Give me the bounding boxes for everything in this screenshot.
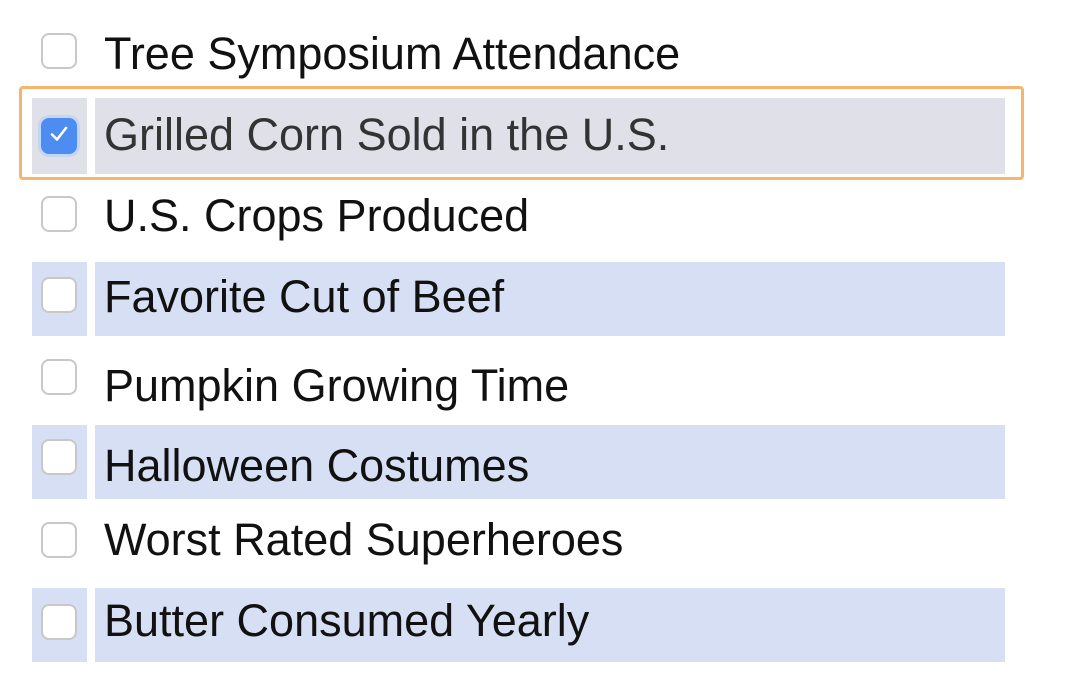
checkbox-cell [32, 505, 87, 577]
list-item-pumpkin-growing-time[interactable]: Pumpkin Growing Time [0, 345, 1066, 421]
label-cell: Tree Symposium Attendance [95, 20, 1005, 90]
list-item-favorite-cut-of-beef[interactable]: Favorite Cut of Beef [0, 262, 1066, 336]
checkbox-cell [32, 183, 87, 253]
list-item-grilled-corn-sold[interactable]: Grilled Corn Sold in the U.S. [0, 86, 1066, 180]
checkbox[interactable] [41, 33, 77, 69]
item-label[interactable]: Halloween Costumes [104, 440, 530, 491]
label-cell: Butter Consumed Yearly [95, 588, 1005, 662]
checkbox-cell [32, 20, 87, 90]
list-item-tree-symposium-attendance[interactable]: Tree Symposium Attendance [0, 20, 1066, 90]
label-cell: Halloween Costumes [95, 425, 1005, 499]
list-item-butter-consumed-yearly[interactable]: Butter Consumed Yearly [0, 588, 1066, 662]
item-label[interactable]: U.S. Crops Produced [104, 190, 530, 241]
checkbox-cell [32, 98, 87, 174]
label-cell: Favorite Cut of Beef [95, 262, 1005, 336]
item-label[interactable]: Favorite Cut of Beef [104, 271, 505, 322]
label-cell: Worst Rated Superheroes [95, 505, 1005, 577]
checkbox-cell [32, 588, 87, 662]
check-icon [50, 126, 68, 141]
checkbox-cell [32, 262, 87, 336]
list-item-halloween-costumes[interactable]: Halloween Costumes [0, 425, 1066, 499]
checkbox[interactable] [41, 118, 77, 154]
item-label[interactable]: Worst Rated Superheroes [104, 514, 624, 565]
checkbox[interactable] [41, 359, 77, 395]
checkbox[interactable] [41, 277, 77, 313]
checkbox[interactable] [41, 439, 77, 475]
checkbox[interactable] [41, 196, 77, 232]
checkbox[interactable] [41, 604, 77, 640]
item-label[interactable]: Grilled Corn Sold in the U.S. [104, 109, 670, 160]
item-label[interactable]: Tree Symposium Attendance [104, 28, 681, 79]
checkbox[interactable] [41, 522, 77, 558]
label-cell: Pumpkin Growing Time [95, 345, 1005, 421]
list-item-worst-rated-superheroes[interactable]: Worst Rated Superheroes [0, 505, 1066, 577]
checkbox-cell [32, 425, 87, 499]
label-cell: U.S. Crops Produced [95, 183, 1005, 253]
list-item-us-crops-produced[interactable]: U.S. Crops Produced [0, 183, 1066, 253]
item-label[interactable]: Butter Consumed Yearly [104, 595, 590, 646]
item-label[interactable]: Pumpkin Growing Time [104, 360, 570, 411]
checkbox-cell [32, 345, 87, 421]
label-cell: Grilled Corn Sold in the U.S. [95, 98, 1005, 174]
